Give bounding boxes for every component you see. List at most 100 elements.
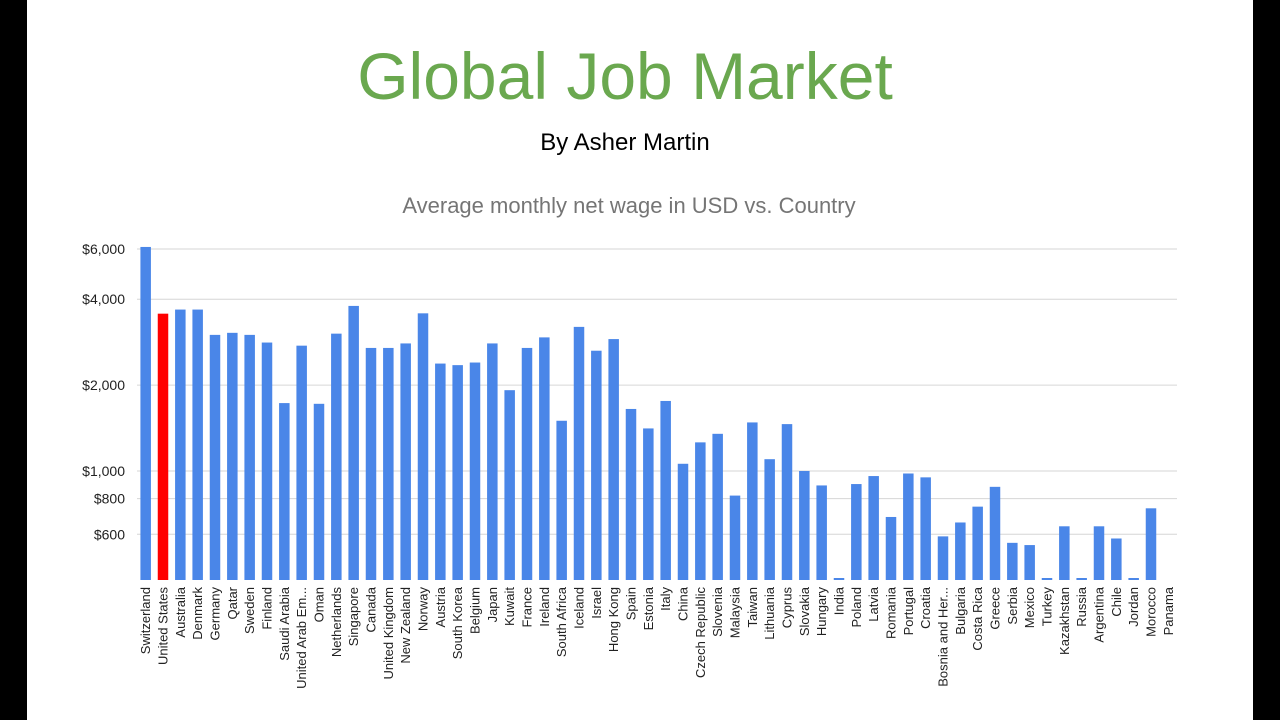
x-category-label: Argentina [1092,586,1107,642]
bar [383,347,394,580]
x-category-label: Mexico [1022,587,1037,628]
bar [903,473,914,580]
x-category-label: Israel [589,587,604,619]
bar [539,337,550,580]
x-category-label: Costa Rica [970,586,985,650]
x-category-label: Spain [624,587,639,620]
x-category-label: United Arab Em... [294,587,309,689]
x-category-label: Malaysia [728,586,743,638]
x-category-label: Chile [1109,587,1124,617]
bar [365,347,377,580]
x-category-label: South Korea [450,586,465,659]
x-category-label: Portugal [901,587,916,636]
x-category-label: Kuwait [502,587,517,626]
bar [140,246,151,580]
x-category-label: Japan [485,587,500,622]
x-category-label: Saudi Arabia [277,586,292,660]
x-category-label: Denmark [190,587,205,640]
x-category-label: Morocco [1144,587,1159,637]
bar [729,495,741,580]
bar [469,362,481,580]
y-tick-label: $600 [94,526,125,542]
x-category-label: Jordan [1126,587,1141,627]
page-title: Global Job Market [357,39,893,113]
bar [417,313,429,580]
slide: Global Job Market By Asher Martin Averag… [27,0,1253,720]
bar [660,400,671,580]
x-category-label: India [832,586,847,615]
bar [487,343,498,580]
bar [1007,542,1018,580]
bar [695,442,706,580]
bar [227,332,238,580]
bar [556,420,567,580]
bar [833,578,845,580]
x-category-label: South Africa [554,586,569,657]
x-category-label: Latvia [866,586,881,621]
x-category-label: Slovakia [797,586,812,636]
x-category-label: Canada [364,586,379,632]
bar [435,363,446,580]
bar [1128,578,1139,580]
x-category-label: Qatar [225,586,240,619]
bar [1059,526,1070,580]
bar [1145,508,1157,580]
y-tick-label: $800 [94,491,125,507]
x-category-label: Singapore [346,587,361,646]
x-category-label: Russia [1074,586,1089,627]
bar [972,506,983,580]
bar [591,350,602,580]
bar [279,403,290,580]
bar [747,422,758,580]
bar [1076,578,1087,580]
x-category-label: Netherlands [329,587,344,658]
x-category-label: United States [156,587,171,666]
x-category-label: China [676,586,691,621]
x-category-label: Kazakhstan [1057,587,1072,655]
x-category-label: Estonia [641,586,656,630]
bars [140,246,1157,580]
x-category-label: Italy [658,587,673,611]
x-category-label: Germany [208,587,223,641]
x-category-label: Australia [173,586,188,637]
x-category-label: New Zealand [398,587,413,664]
bar [261,342,273,580]
bar [348,305,359,580]
x-category-label: Turkey [1040,587,1055,627]
bar [1093,526,1105,580]
x-category-label: Austria [433,586,448,627]
bar [643,428,654,580]
x-category-label: Bulgaria [953,586,968,634]
x-category-label: Iceland [572,587,587,629]
x-category-label: France [520,587,535,627]
bar [573,326,585,580]
byline: By Asher Martin [540,129,710,156]
x-category-label: Bosnia and Her... [936,587,951,687]
bar [816,485,827,580]
bar [937,536,949,580]
x-category-label: Poland [849,587,864,627]
bar [851,484,862,580]
y-tick-label: $2,000 [82,377,125,393]
x-category-label: Hong Kong [606,587,621,652]
x-category-label: Sweden [242,587,257,634]
gridlines [137,248,1177,535]
bar [331,333,342,580]
x-category-label: Switzerland [138,587,153,654]
bar [781,424,793,580]
bar [625,408,637,580]
x-axis-category-labels: Switzerland United States Australia Denmark… [138,586,1176,689]
x-category-label: Belgium [468,587,483,634]
bar [521,347,533,580]
bar [175,309,186,580]
x-category-label: Serbia [1005,586,1020,624]
x-category-label: United Kingdom [381,587,396,680]
bar [920,477,931,580]
bar [192,309,203,580]
bar [296,345,307,580]
bar [608,339,619,580]
x-category-label: Oman [312,587,327,622]
chart-title: Average monthly net wage in USD vs. Coun… [402,193,855,218]
x-category-label: Lithuania [762,586,777,640]
y-tick-label: $6,000 [82,241,125,257]
